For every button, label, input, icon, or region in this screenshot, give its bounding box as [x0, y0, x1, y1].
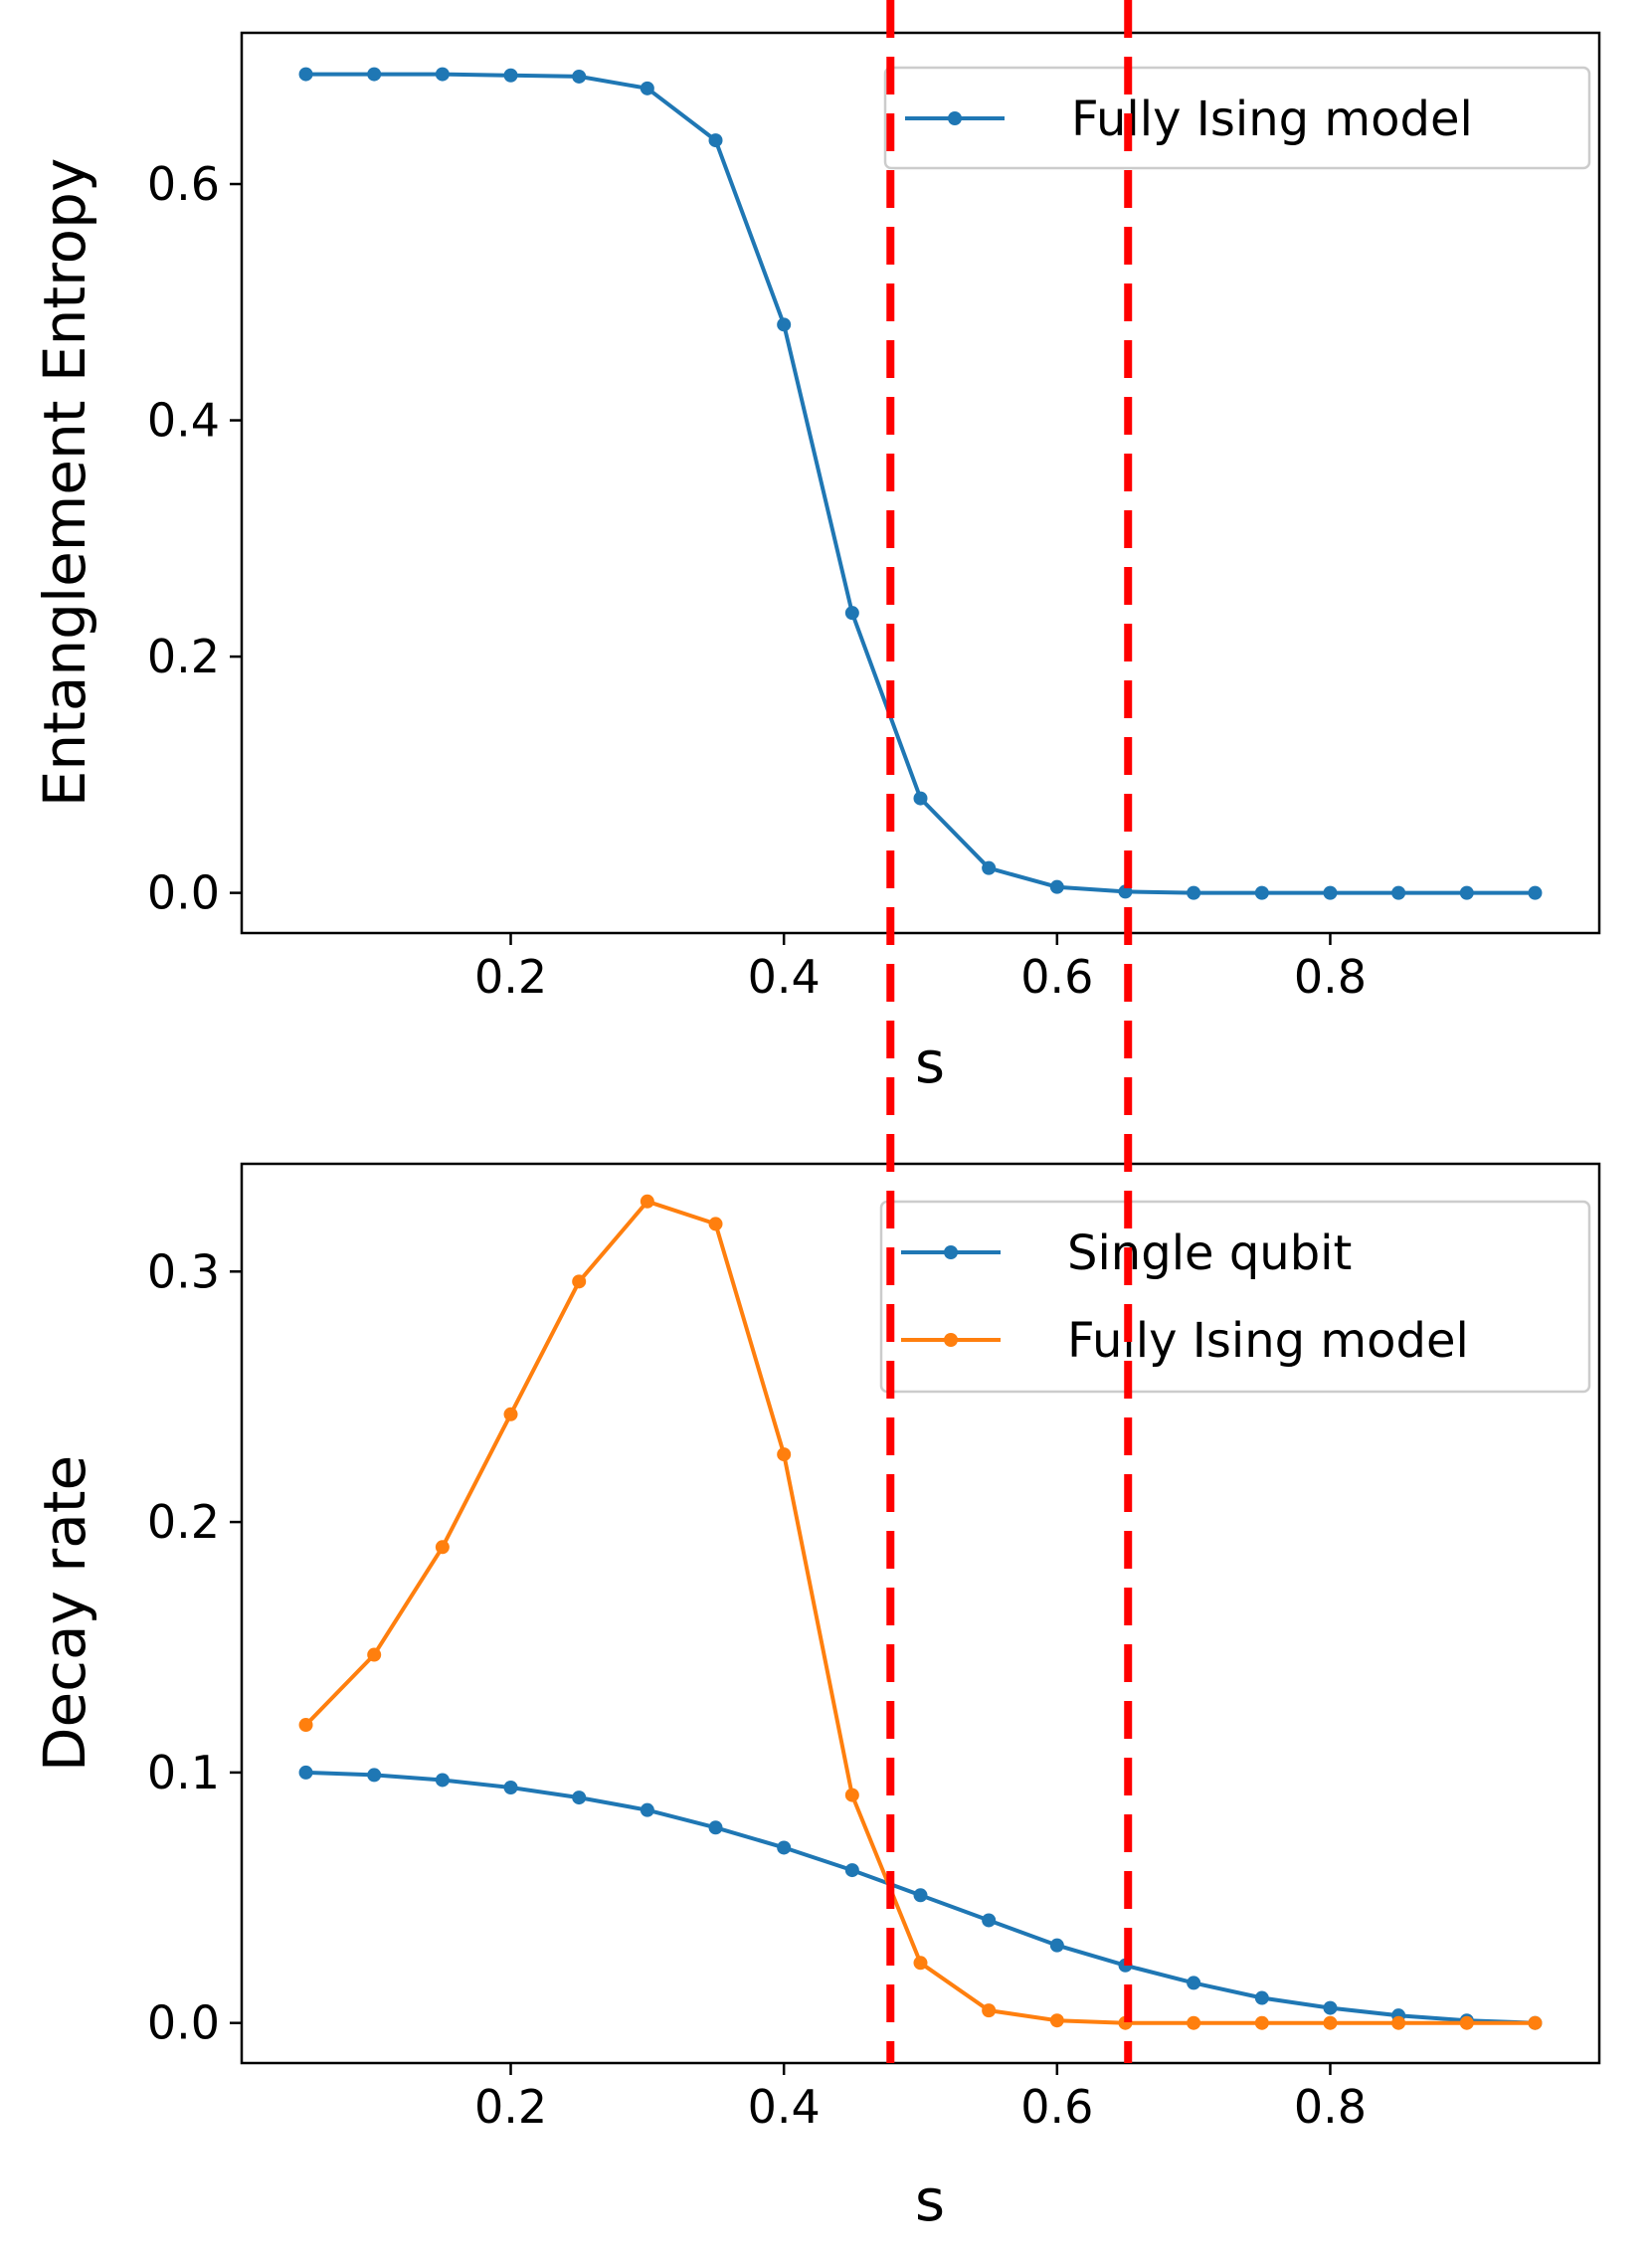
entropy-legend-box: [883, 66, 1591, 170]
decay-series-1-point: [777, 1447, 792, 1462]
decay-series-0-point: [298, 1765, 313, 1780]
decay-ticks: 0.2 0.4 0.6 0.8 0.0 0.1 0.2 0.3: [147, 1244, 1367, 2134]
entropy-y-tick-label: 0.0: [147, 866, 220, 920]
entropy-panel: 0.2 0.4 0.6 0.8 0.0 0.2 0.4 0.6 s Entanglement …: [31, 31, 1601, 1096]
decay-legend-box: [879, 1200, 1591, 1394]
entropy-series-0-point: [640, 81, 654, 95]
decay-series-1-point: [1391, 2015, 1406, 2030]
decay-panel: 0.2 0.4 0.6 0.8 0.0 0.1 0.2 0.3 s Decay rate Si…: [31, 1162, 1601, 2234]
decay-series-0-point: [435, 1773, 450, 1788]
decay-series-0-point: [777, 1840, 792, 1855]
decay-series-1-point: [367, 1647, 382, 1662]
entropy-series-0-point: [708, 133, 723, 148]
decay-series-1-point: [503, 1407, 518, 1421]
entropy-y-axis-label: Entanglement Entropy: [31, 158, 98, 808]
decay-series-1-point: [572, 1274, 587, 1289]
decay-series-1-point: [1254, 2015, 1269, 2030]
entropy-series-0-point: [1187, 885, 1201, 900]
decay-legend-label: Fully Ising model: [1067, 1313, 1469, 1369]
decay-y-tick-label: 0.3: [147, 1244, 220, 1298]
decay-series-1-point: [844, 1788, 859, 1802]
decay-y-axis-label: Decay rate: [31, 1455, 98, 1772]
decay-legend-label: Single qubit: [1067, 1225, 1352, 1281]
entropy-series-0-point: [777, 317, 792, 332]
entropy-x-tick-label: 0.2: [474, 950, 547, 1004]
decay-series-0-point: [1049, 1938, 1064, 1953]
entropy-y-tick-label: 0.4: [147, 394, 220, 448]
decay-x-tick-label: 0.6: [1020, 2080, 1093, 2134]
decay-series-1-point: [298, 1718, 313, 1733]
decay-series-1-point: [1528, 2015, 1543, 2030]
decay-legend-swatch-marker: [944, 1245, 958, 1259]
decay-series-1-point: [1187, 2015, 1201, 2030]
decay-series-0-point: [708, 1820, 723, 1835]
decay-series-0-point: [503, 1781, 518, 1795]
decay-x-tick-label: 0.8: [1294, 2080, 1367, 2134]
decay-legend-swatch-marker: [944, 1333, 958, 1347]
entropy-legend-swatch-marker: [948, 111, 962, 125]
decay-series-0-point: [572, 1791, 587, 1805]
entropy-marks: [298, 67, 1543, 900]
entropy-series-0-point: [572, 69, 587, 84]
entropy-x-tick-label: 0.4: [748, 950, 821, 1004]
decay-series-0-point: [640, 1802, 654, 1817]
decay-series-1-point: [1323, 2015, 1338, 2030]
decay-series-0-point: [844, 1863, 859, 1878]
entropy-y-tick-label: 0.2: [147, 630, 220, 683]
decay-plot-area: [240, 1162, 1601, 2065]
entropy-x-axis-label: s: [915, 1029, 945, 1096]
entropy-ticks: 0.2 0.4 0.6 0.8 0.0 0.2 0.4 0.6: [147, 157, 1367, 1004]
decay-series-0-point: [1187, 1976, 1201, 1990]
entropy-series-0-point: [1049, 879, 1064, 894]
entropy-series-0-point: [503, 68, 518, 83]
decay-series-1-point: [640, 1194, 654, 1209]
decay-series-1-point: [1459, 2015, 1474, 2030]
decay-series-1-point: [1049, 2013, 1064, 2028]
entropy-series-0-point: [1391, 885, 1406, 900]
decay-x-axis-label: s: [915, 2167, 945, 2234]
entropy-series-0-point: [298, 67, 313, 82]
decay-y-tick-label: 0.1: [147, 1746, 220, 1799]
decay-series-1-point: [708, 1217, 723, 1231]
decay-x-tick-label: 0.2: [474, 2080, 547, 2134]
decay-y-tick-label: 0.0: [147, 1996, 220, 2050]
decay-marks: [298, 1194, 1543, 2030]
decay-series-1-point: [913, 1956, 928, 1971]
entropy-legend: Fully Ising model: [883, 66, 1591, 170]
decay-series-0-point: [1254, 1990, 1269, 2005]
entropy-series-0-point: [435, 67, 450, 82]
entropy-x-tick-label: 0.8: [1294, 950, 1367, 1004]
decay-series-1-point: [982, 2003, 997, 2018]
entropy-plot-area: [240, 31, 1601, 935]
decay-legend: Single qubit Fully Ising model: [879, 1200, 1591, 1394]
entropy-series-0-point: [844, 606, 859, 621]
entropy-series-0-point: [1323, 885, 1338, 900]
entropy-series-0-point: [1459, 885, 1474, 900]
decay-series-1-point: [435, 1540, 450, 1555]
decay-x-tick-label: 0.4: [748, 2080, 821, 2134]
entropy-legend-label: Fully Ising model: [1071, 92, 1473, 147]
decay-series-0-point: [913, 1888, 928, 1903]
entropy-series-0-point: [367, 67, 382, 82]
entropy-series-0-point: [1254, 885, 1269, 900]
entropy-series-0-point: [913, 791, 928, 806]
decay-y-tick-label: 0.2: [147, 1495, 220, 1549]
entropy-x-tick-label: 0.6: [1020, 950, 1093, 1004]
entropy-y-tick-label: 0.6: [147, 157, 220, 211]
entropy-series-0-point: [982, 860, 997, 875]
decay-series-0-point: [982, 1913, 997, 1928]
entropy-series-0-point: [1528, 885, 1543, 900]
critical-lines: [886, 0, 1133, 2063]
decay-series-0-point: [1323, 2000, 1338, 2015]
decay-series-0-point: [367, 1768, 382, 1783]
